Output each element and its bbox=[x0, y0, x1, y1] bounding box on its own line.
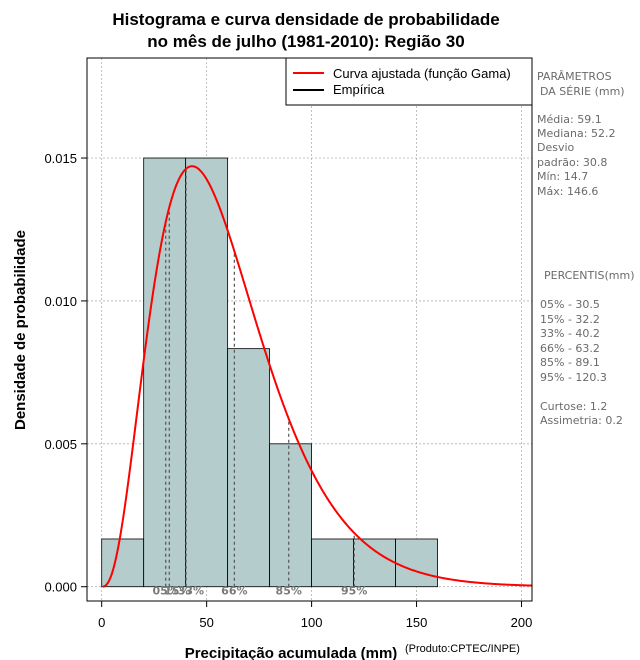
histogram-bar bbox=[227, 348, 271, 588]
percentile-axis-label: 95% bbox=[341, 585, 367, 598]
percentile-15: 15% - 32.2 bbox=[540, 313, 600, 326]
percentile-85: 85% - 89.1 bbox=[540, 356, 600, 369]
params-title: PARÂMETROS bbox=[537, 70, 612, 83]
percentile-axis-label: 85% bbox=[276, 585, 302, 598]
percentile-05: 05% - 30.5 bbox=[540, 298, 600, 311]
legend-box bbox=[285, 57, 533, 106]
percentile-axis-label: 66% bbox=[221, 585, 247, 598]
x-tick-label: 100 bbox=[301, 615, 323, 630]
histogram-bar bbox=[353, 538, 396, 588]
histogram-bar bbox=[395, 538, 438, 588]
percentile-66: 66% - 63.2 bbox=[540, 342, 600, 355]
chart-title-line-1: Histograma e curva densidade de probabil… bbox=[112, 10, 499, 29]
side-panel: PARÂMETROS DA SÉRIE (mm) Média: 59.1 Med… bbox=[537, 70, 635, 427]
histogram-bar bbox=[185, 157, 229, 588]
percentile-axis-label: 05% bbox=[153, 585, 179, 598]
histogram-bar bbox=[311, 538, 354, 588]
stat-desvio-value: padrão: 30.8 bbox=[537, 156, 607, 169]
percentile-axis-label: 33% bbox=[178, 585, 204, 598]
legend-empirical-label: Empírica bbox=[333, 82, 385, 97]
gamma-curve-layer bbox=[102, 165, 533, 588]
percentile-95: 95% - 120.3 bbox=[540, 371, 607, 384]
stat-media: Média: 59.1 bbox=[537, 113, 602, 126]
credit-text: (Produto:CPTEC/INPE) bbox=[405, 643, 520, 655]
y-axis-label: Densidade de probabilidade bbox=[12, 230, 29, 430]
params-subtitle: DA SÉRIE (mm) bbox=[540, 85, 625, 98]
histogram-bar bbox=[101, 538, 145, 588]
percentis-title: PERCENTIS(mm) bbox=[544, 269, 635, 282]
legend-gamma-label: Curva ajustada (função Gama) bbox=[333, 66, 511, 81]
x-tick-label: 150 bbox=[406, 615, 428, 630]
chart-title-line-2: no mês de julho (1981-2010): Região 30 bbox=[147, 32, 464, 51]
y-tick-label: 0.010 bbox=[44, 294, 77, 309]
y-tick-label: 0.005 bbox=[44, 437, 77, 452]
y-tick-label: 0.015 bbox=[44, 151, 77, 166]
stat-max: Máx: 146.6 bbox=[537, 185, 598, 198]
stat-curtose: Curtose: 1.2 bbox=[540, 400, 607, 413]
histogram-bar bbox=[269, 443, 312, 588]
stat-assimetria: Assimetria: 0.2 bbox=[540, 414, 623, 427]
y-tick-label: 0.000 bbox=[44, 580, 77, 595]
percentile-axis-label: 15% bbox=[164, 585, 190, 598]
x-axis-label: Precipitação acumulada (mm) bbox=[185, 645, 398, 660]
stat-min: Mín: 14.7 bbox=[537, 170, 588, 183]
stat-mediana: Mediana: 52.2 bbox=[537, 127, 615, 140]
histogram-bars bbox=[101, 157, 438, 588]
axes: 0 50 100 150 200 0.000 0.005 0.010 0.015 bbox=[44, 151, 532, 630]
x-tick-label: 50 bbox=[199, 615, 213, 630]
x-tick-label: 200 bbox=[511, 615, 533, 630]
gamma-curve bbox=[102, 165, 533, 588]
x-tick-label: 0 bbox=[98, 615, 105, 630]
percentile-33: 33% - 40.2 bbox=[540, 327, 600, 340]
percentile-markers: 05%15%33% 66% 85% 95% bbox=[153, 168, 367, 598]
legend: Curva ajustada (função Gama) Empírica bbox=[285, 57, 533, 106]
stat-desvio-label: Desvio bbox=[537, 141, 575, 154]
